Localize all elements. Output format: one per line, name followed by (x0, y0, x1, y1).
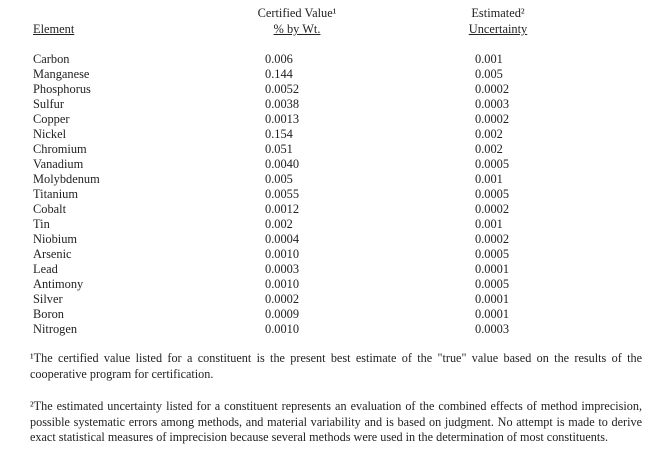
uncertainty-cell: 0.0003 (475, 322, 510, 336)
uncertainty-cell: 0.0005 (475, 157, 510, 171)
header-spacer (0, 6, 232, 21)
uncertainty-cell: 0.001 (475, 172, 503, 186)
footnote-estimated-uncertainty: ²The estimated uncertainty listed for a … (30, 399, 642, 444)
uncertainty-cell: 0.0005 (475, 187, 510, 201)
certified-value-cell: 0.0012 (265, 202, 300, 216)
certified-value-cell: 0.0009 (265, 307, 300, 321)
percent-by-wt-header: % by Wt. (273, 22, 321, 36)
element-header: Element (33, 22, 75, 36)
element-cell: Carbon (33, 52, 70, 66)
table-row: Chromium 0.051 0.002 (0, 142, 661, 157)
element-cell: Antimony (33, 277, 84, 291)
element-cell: Nickel (33, 127, 67, 141)
certified-value-cell: 0.002 (265, 217, 293, 231)
uncertainty-cell: 0.001 (475, 52, 503, 66)
element-cell: Vanadium (33, 157, 84, 171)
table-row: Cobalt 0.0012 0.0002 (0, 202, 661, 217)
element-cell: Chromium (33, 142, 87, 156)
uncertainty-cell: 0.0002 (475, 82, 510, 96)
element-cell: Copper (33, 112, 70, 126)
footnote-certified-value: ¹The certified value listed for a consti… (30, 351, 642, 381)
header-line-2: Element % by Wt. Uncertainty (0, 21, 661, 37)
uncertainty-cell: 0.0003 (475, 97, 510, 111)
table-row: Silver 0.0002 0.0001 (0, 292, 661, 307)
certified-value-cell: 0.0004 (265, 232, 300, 246)
estimated-header: Estimated² (471, 6, 525, 20)
table-row: Niobium 0.0004 0.0002 (0, 232, 661, 247)
element-cell: Cobalt (33, 202, 67, 216)
element-cell: Molybdenum (33, 172, 100, 186)
element-cell: Arsenic (33, 247, 72, 261)
table-row: Phosphorus 0.0052 0.0002 (0, 82, 661, 97)
table-row: Tin 0.002 0.001 (0, 217, 661, 232)
uncertainty-cell: 0.005 (475, 67, 503, 81)
certified-value-cell: 0.0010 (265, 277, 300, 291)
certified-value-cell: 0.144 (265, 67, 293, 81)
table-row: Boron 0.0009 0.0001 (0, 307, 661, 322)
header-line-1: Certified Value¹ Estimated² (0, 6, 661, 21)
table-row: Antimony 0.0010 0.0005 (0, 277, 661, 292)
certified-value-cell: 0.0040 (265, 157, 300, 171)
table-row: Carbon 0.006 0.001 (0, 52, 661, 67)
uncertainty-cell: 0.0002 (475, 112, 510, 126)
table-row: Arsenic 0.0010 0.0005 (0, 247, 661, 262)
uncertainty-cell: 0.0005 (475, 247, 510, 261)
uncertainty-cell: 0.0002 (475, 202, 510, 216)
uncertainty-header: Uncertainty (468, 22, 528, 36)
element-cell: Lead (33, 262, 58, 276)
element-cell: Manganese (33, 67, 90, 81)
certified-value-cell: 0.0002 (265, 292, 300, 306)
certified-value-cell: 0.0003 (265, 262, 300, 276)
element-cell: Niobium (33, 232, 78, 246)
table-row: Copper 0.0013 0.0002 (0, 112, 661, 127)
certified-value-cell: 0.0010 (265, 322, 300, 336)
table-row: Nitrogen 0.0010 0.0003 (0, 322, 661, 337)
element-cell: Silver (33, 292, 63, 306)
element-cell: Boron (33, 307, 64, 321)
table-row: Lead 0.0003 0.0001 (0, 262, 661, 277)
certified-value-cell: 0.0038 (265, 97, 300, 111)
uncertainty-cell: 0.0001 (475, 307, 510, 321)
certified-value-cell: 0.154 (265, 127, 293, 141)
uncertainty-cell: 0.0001 (475, 292, 510, 306)
element-cell: Nitrogen (33, 322, 78, 336)
uncertainty-cell: 0.002 (475, 142, 503, 156)
certified-value-cell: 0.0010 (265, 247, 300, 261)
certified-value-cell: 0.0013 (265, 112, 300, 126)
uncertainty-cell: 0.0001 (475, 262, 510, 276)
table-body: Carbon 0.006 0.001 Manganese 0.144 0.005… (0, 52, 661, 337)
uncertainty-cell: 0.0005 (475, 277, 510, 291)
certified-value-cell: 0.0052 (265, 82, 300, 96)
element-cell: Titanium (33, 187, 78, 201)
certified-value-cell: 0.005 (265, 172, 293, 186)
certified-value-header: Certified Value¹ (257, 6, 337, 20)
table-row: Nickel 0.154 0.002 (0, 127, 661, 142)
uncertainty-cell: 0.002 (475, 127, 503, 141)
element-cell: Tin (33, 217, 50, 231)
uncertainty-cell: 0.0002 (475, 232, 510, 246)
table-header: Certified Value¹ Estimated² Element % by… (0, 6, 661, 37)
certified-value-cell: 0.0055 (265, 187, 300, 201)
table-row: Sulfur 0.0038 0.0003 (0, 97, 661, 112)
certificate-page: Certified Value¹ Estimated² Element % by… (0, 6, 661, 444)
table-row: Molybdenum 0.005 0.001 (0, 172, 661, 187)
table-row: Vanadium 0.0040 0.0005 (0, 157, 661, 172)
uncertainty-cell: 0.001 (475, 217, 503, 231)
table-row: Titanium 0.0055 0.0005 (0, 187, 661, 202)
table-row: Manganese 0.144 0.005 (0, 67, 661, 82)
certified-value-cell: 0.051 (265, 142, 293, 156)
certified-value-cell: 0.006 (265, 52, 293, 66)
element-cell: Phosphorus (33, 82, 91, 96)
element-cell: Sulfur (33, 97, 64, 111)
